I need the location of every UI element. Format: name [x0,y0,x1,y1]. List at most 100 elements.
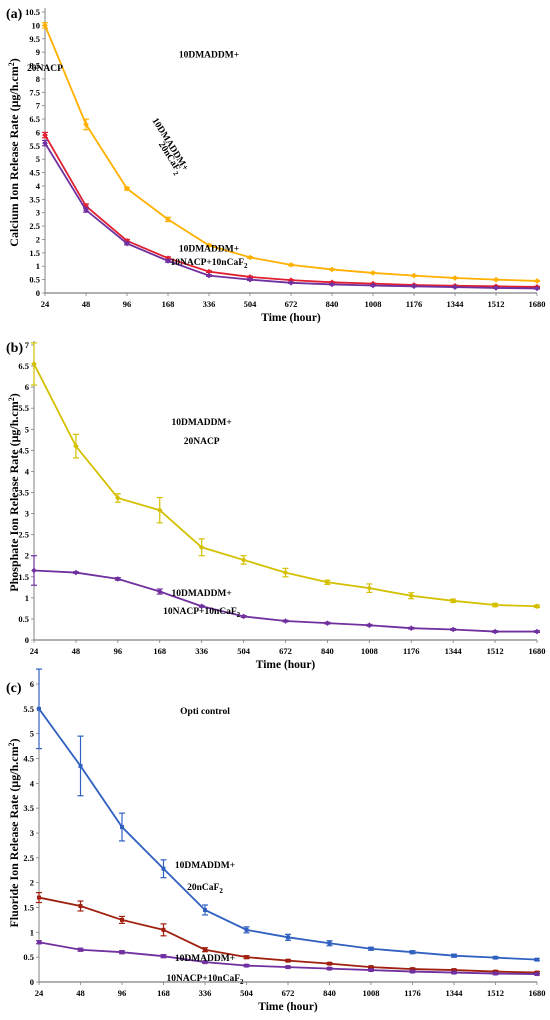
y-tick-label: 1 [25,593,29,603]
x-tick-label: 1344 [445,646,463,656]
y-tick-label: 7 [25,340,30,350]
x-tick-label: 504 [244,299,258,309]
data-point [534,628,540,635]
annotation-text: 10DMADDM+ [179,245,239,255]
data-point [452,968,456,973]
y-tick-label: 10.5 [25,7,40,17]
y-tick-label: 4.5 [23,754,34,764]
x-tick-label: 1512 [488,299,505,309]
y-tick-label: 1 [30,927,34,937]
panel-c: (c) 0 0.5 1 1.5 2 2.5 3 3.5 4 4.5 5 5.5 6 24 48 96 168 336… [6,668,546,1013]
annotation-text: 10DMADDM+ [172,589,232,599]
x-tick-label: 1008 [361,646,378,656]
annotation: 10DMADDM+ [179,50,239,60]
data-point [369,946,373,951]
y-axis-label-end: ) [7,393,21,397]
x-tick-label: 1344 [447,299,465,309]
y-tick-label: 3.5 [23,803,34,813]
annotation: 10DMADDM+ [179,245,239,255]
data-point [120,825,124,830]
data-point [493,955,498,960]
y-tick-label: 0.5 [29,275,40,285]
data-point [240,613,247,620]
y-tick-label: 0 [36,288,40,298]
y-tick-label: 3.5 [29,194,40,204]
data-point [493,971,498,976]
data-point [324,579,331,586]
y-tick-label: 2 [30,878,34,888]
data-point [452,970,456,975]
annotation-text: 10NACP+10nCaF [171,258,245,268]
series-line [38,708,538,961]
annotation: 20NACP [27,64,63,74]
annotation: 10NACP+10nCaF2 [163,607,241,619]
x-axis-label: Time (hour) [256,659,316,671]
data-point [410,950,415,955]
y-tick-label: 0.5 [18,614,29,624]
y-tick-label: 0 [30,977,34,987]
data-point [282,569,289,576]
annotation: 10DMADDM+ [172,418,232,428]
data-point [452,953,456,958]
y-tick-label: 8 [36,74,40,84]
data-point [78,763,83,768]
series-0 [31,342,540,610]
x-tick-label: 1512 [487,988,504,998]
x-tick-label: 336 [199,988,212,998]
annotation: 10NACP+10nCaF2 [171,258,249,270]
data-point [124,240,130,247]
data-point [203,907,207,912]
data-point [534,603,540,610]
y-tick-label: 7 [36,101,41,111]
data-point [203,960,207,965]
data-point [370,270,376,276]
data-point [411,272,417,279]
x-tick-label: 672 [282,988,295,998]
y-tick-label: 5 [30,729,34,739]
y-tick-label: 0.5 [23,952,34,962]
y-tick-label: 2 [36,234,40,244]
y-axis-label-end: ) [7,58,21,62]
x-tick-label: 672 [285,299,298,309]
y-tick-label: 1.5 [18,572,29,582]
x-tick-label: 24 [35,988,44,998]
annotation-text: 20nCaF [187,883,219,893]
data-point [120,950,124,955]
data-point [203,947,207,952]
y-tick-label: 6 [25,382,29,392]
data-point [198,603,205,610]
data-point [83,207,89,213]
y-tick-label: 6.5 [29,114,40,124]
y-tick-label: 4.5 [18,445,29,455]
data-point [534,278,540,284]
data-point [452,275,458,281]
data-point [327,941,332,946]
x-tick-label: 840 [323,988,336,998]
annotation-text: 10NACP+10nCaF [167,974,241,984]
data-point [410,969,415,974]
data-point [78,904,83,909]
y-tick-label: 6 [36,127,40,137]
data-point [37,706,41,711]
y-tick-label: 5.5 [18,403,29,413]
data-point [282,618,289,624]
data-point [288,280,294,286]
y-axis-label-sup: 2 [7,397,16,401]
y-tick-label: 5.5 [29,141,40,151]
x-tick-label: 1008 [365,299,382,309]
annotation-text: 20NACP [27,64,63,74]
annotation-sub: 2 [237,611,241,619]
data-point [450,597,456,604]
data-point [369,968,373,973]
data-point [244,963,249,968]
data-point [73,443,79,449]
x-tick-label: 504 [237,646,251,656]
data-point [31,567,37,574]
data-point [206,272,212,279]
annotation: Opti control [180,707,230,717]
data-point [329,281,335,288]
data-point [366,585,373,591]
data-point [329,266,335,273]
data-point [120,917,124,922]
data-point [37,895,41,900]
